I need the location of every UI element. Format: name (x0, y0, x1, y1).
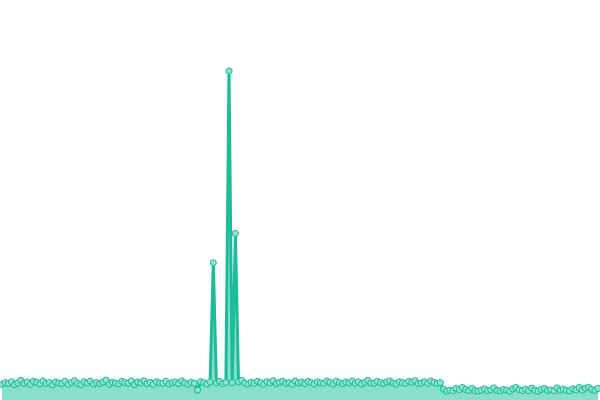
series-line (1, 69, 599, 393)
data-point (209, 259, 217, 267)
area-fill (2, 71, 598, 400)
data-points (0, 67, 600, 395)
data-point (190, 379, 198, 387)
data-point (594, 385, 600, 393)
data-point (436, 379, 444, 387)
data-point (225, 67, 233, 75)
data-point (228, 379, 236, 387)
data-point (231, 230, 239, 237)
data-point (222, 378, 230, 386)
data-point (194, 386, 202, 394)
data-point (206, 378, 214, 386)
